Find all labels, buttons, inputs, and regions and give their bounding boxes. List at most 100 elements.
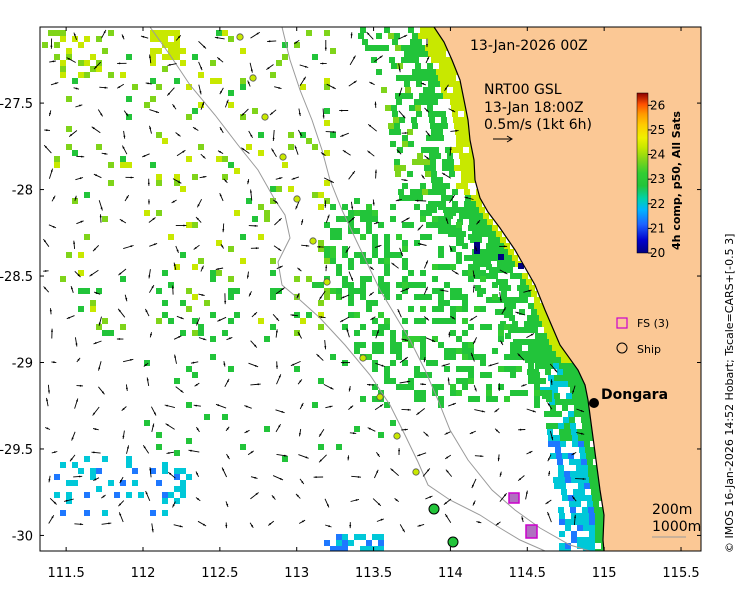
current-arrow-head [550,380,553,383]
current-arrow [474,455,484,457]
sst-cell [360,294,366,300]
sst-cell [222,414,228,420]
current-arrow-head [391,469,394,471]
current-arrow-head [46,399,48,402]
sst-cell [422,51,428,57]
current-arrow-head [218,58,221,60]
current-arrow [423,286,429,295]
sst-cell [462,354,468,360]
current-arrow-head [423,358,426,361]
sst-cell [426,204,432,210]
current-arrow-head [452,196,455,198]
sst-cell [174,378,180,384]
sst-cell [342,282,348,288]
sst-cell [586,411,592,417]
sst-cell [150,60,156,66]
sst-cell [390,330,396,336]
sst-cell [459,213,465,219]
current-arrow-head [496,429,498,432]
current-arrow-head [292,363,295,366]
sst-cell [294,276,300,282]
sst-cell [444,183,450,189]
sst-cell [568,381,574,387]
current-arrow [374,244,382,249]
sst-cell [66,126,72,132]
current-arrow-head [142,35,145,38]
sst-cell [456,336,462,342]
current-arrow-head [247,180,250,183]
sst-cell [420,396,426,402]
current-arrow-head [172,200,175,203]
sst-cell [562,495,568,501]
sst-cell [462,243,468,249]
sst-cell [486,225,492,231]
sst-cell [420,270,426,276]
current-arrow [219,87,224,95]
sst-cell [574,495,580,501]
sst-cell [378,540,384,546]
sst-cell [378,258,384,264]
current-arrow-head [53,197,55,199]
sst-cell [589,549,595,551]
sst-cell [431,93,437,99]
current-arrow-head [425,288,428,290]
current-arrow [224,99,229,108]
current-arrow [149,284,155,293]
current-arrow [469,315,478,321]
sst-cell [542,321,548,327]
sst-cell [401,93,407,99]
sst-cell [473,207,479,213]
current-arrow-head [199,91,202,93]
sst-cell [330,228,336,234]
sst-cell [456,348,462,354]
sst-cell [578,435,584,441]
sst-cell [402,75,408,81]
current-arrow-head [429,496,432,498]
current-arrow-head [79,523,82,526]
current-arrow [298,129,303,137]
current-arrow [572,385,576,394]
sst-cell [378,222,384,228]
sst-cell [204,414,210,420]
sst-cell [312,192,318,198]
map-date-title: 13-Jan-2026 00Z [470,38,588,54]
y-tick-label: -27.5 [0,97,33,112]
current-arrow-head [103,31,106,33]
sst-cell [595,531,601,537]
sst-cell [580,405,586,411]
sst-cell [402,246,408,252]
sst-cell [468,348,474,354]
sst-cell [475,285,481,291]
sst-cell [371,45,377,51]
contour-label-1000m: 1000m [652,519,701,535]
sst-cell [354,552,360,558]
current-arrow-head [125,297,128,300]
current-arrow-head [154,412,156,415]
current-arrow-head [267,67,270,70]
sst-cell [312,144,318,150]
sst-cell [246,198,252,204]
sst-cell [560,483,566,489]
sst-cell [514,327,520,333]
sst-cell [548,375,554,381]
sst-cell [534,390,540,396]
sst-cell [162,510,168,516]
sst-cell [389,129,395,135]
sst-cell [505,333,511,339]
current-arrow-head [295,41,298,44]
sst-cell [96,66,102,72]
sst-cell [557,369,563,375]
current-arrow [244,405,252,409]
sst-cell [444,216,450,222]
sst-cell [577,537,583,543]
sst-cell [354,210,360,216]
sst-cell [162,36,168,42]
sst-cell [431,45,437,51]
sst-cell [54,492,60,498]
current-arrow [76,220,84,225]
sst-cell [440,111,446,117]
sst-cell [546,390,552,396]
sst-cell [420,354,426,360]
current-arrow-head [224,300,227,303]
sst-cell [594,471,600,477]
